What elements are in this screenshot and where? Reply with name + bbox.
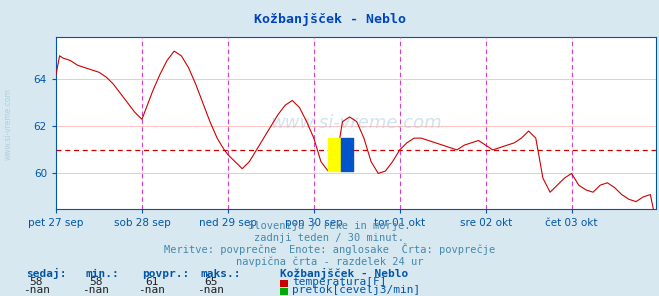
Text: min.:: min.:	[86, 269, 119, 279]
Text: pretok[čevelj3/min]: pretok[čevelj3/min]	[292, 284, 420, 295]
Text: -nan: -nan	[82, 285, 109, 295]
Text: maks.:: maks.:	[201, 269, 241, 279]
Text: sedaj:: sedaj:	[26, 268, 67, 279]
Text: 58: 58	[30, 277, 43, 287]
Text: www.si-vreme.com: www.si-vreme.com	[270, 114, 442, 132]
Text: 61: 61	[145, 277, 158, 287]
Text: navpična črta - razdelek 24 ur: navpična črta - razdelek 24 ur	[236, 256, 423, 267]
Text: www.si-vreme.com: www.si-vreme.com	[4, 89, 13, 160]
Text: Slovenija / reke in morje.: Slovenija / reke in morje.	[248, 221, 411, 231]
Text: zadnji teden / 30 minut.: zadnji teden / 30 minut.	[254, 233, 405, 243]
Text: Kožbanjšček - Neblo: Kožbanjšček - Neblo	[280, 268, 409, 279]
Text: -nan: -nan	[23, 285, 49, 295]
Text: 58: 58	[89, 277, 102, 287]
Text: temperatura[F]: temperatura[F]	[292, 277, 386, 287]
Text: povpr.:: povpr.:	[142, 269, 189, 279]
Text: -nan: -nan	[138, 285, 165, 295]
Text: Kožbanjšček - Neblo: Kožbanjšček - Neblo	[254, 13, 405, 26]
Text: -nan: -nan	[198, 285, 224, 295]
Text: 65: 65	[204, 277, 217, 287]
Text: Meritve: povprečne  Enote: anglosake  Črta: povprečje: Meritve: povprečne Enote: anglosake Črta…	[164, 243, 495, 255]
